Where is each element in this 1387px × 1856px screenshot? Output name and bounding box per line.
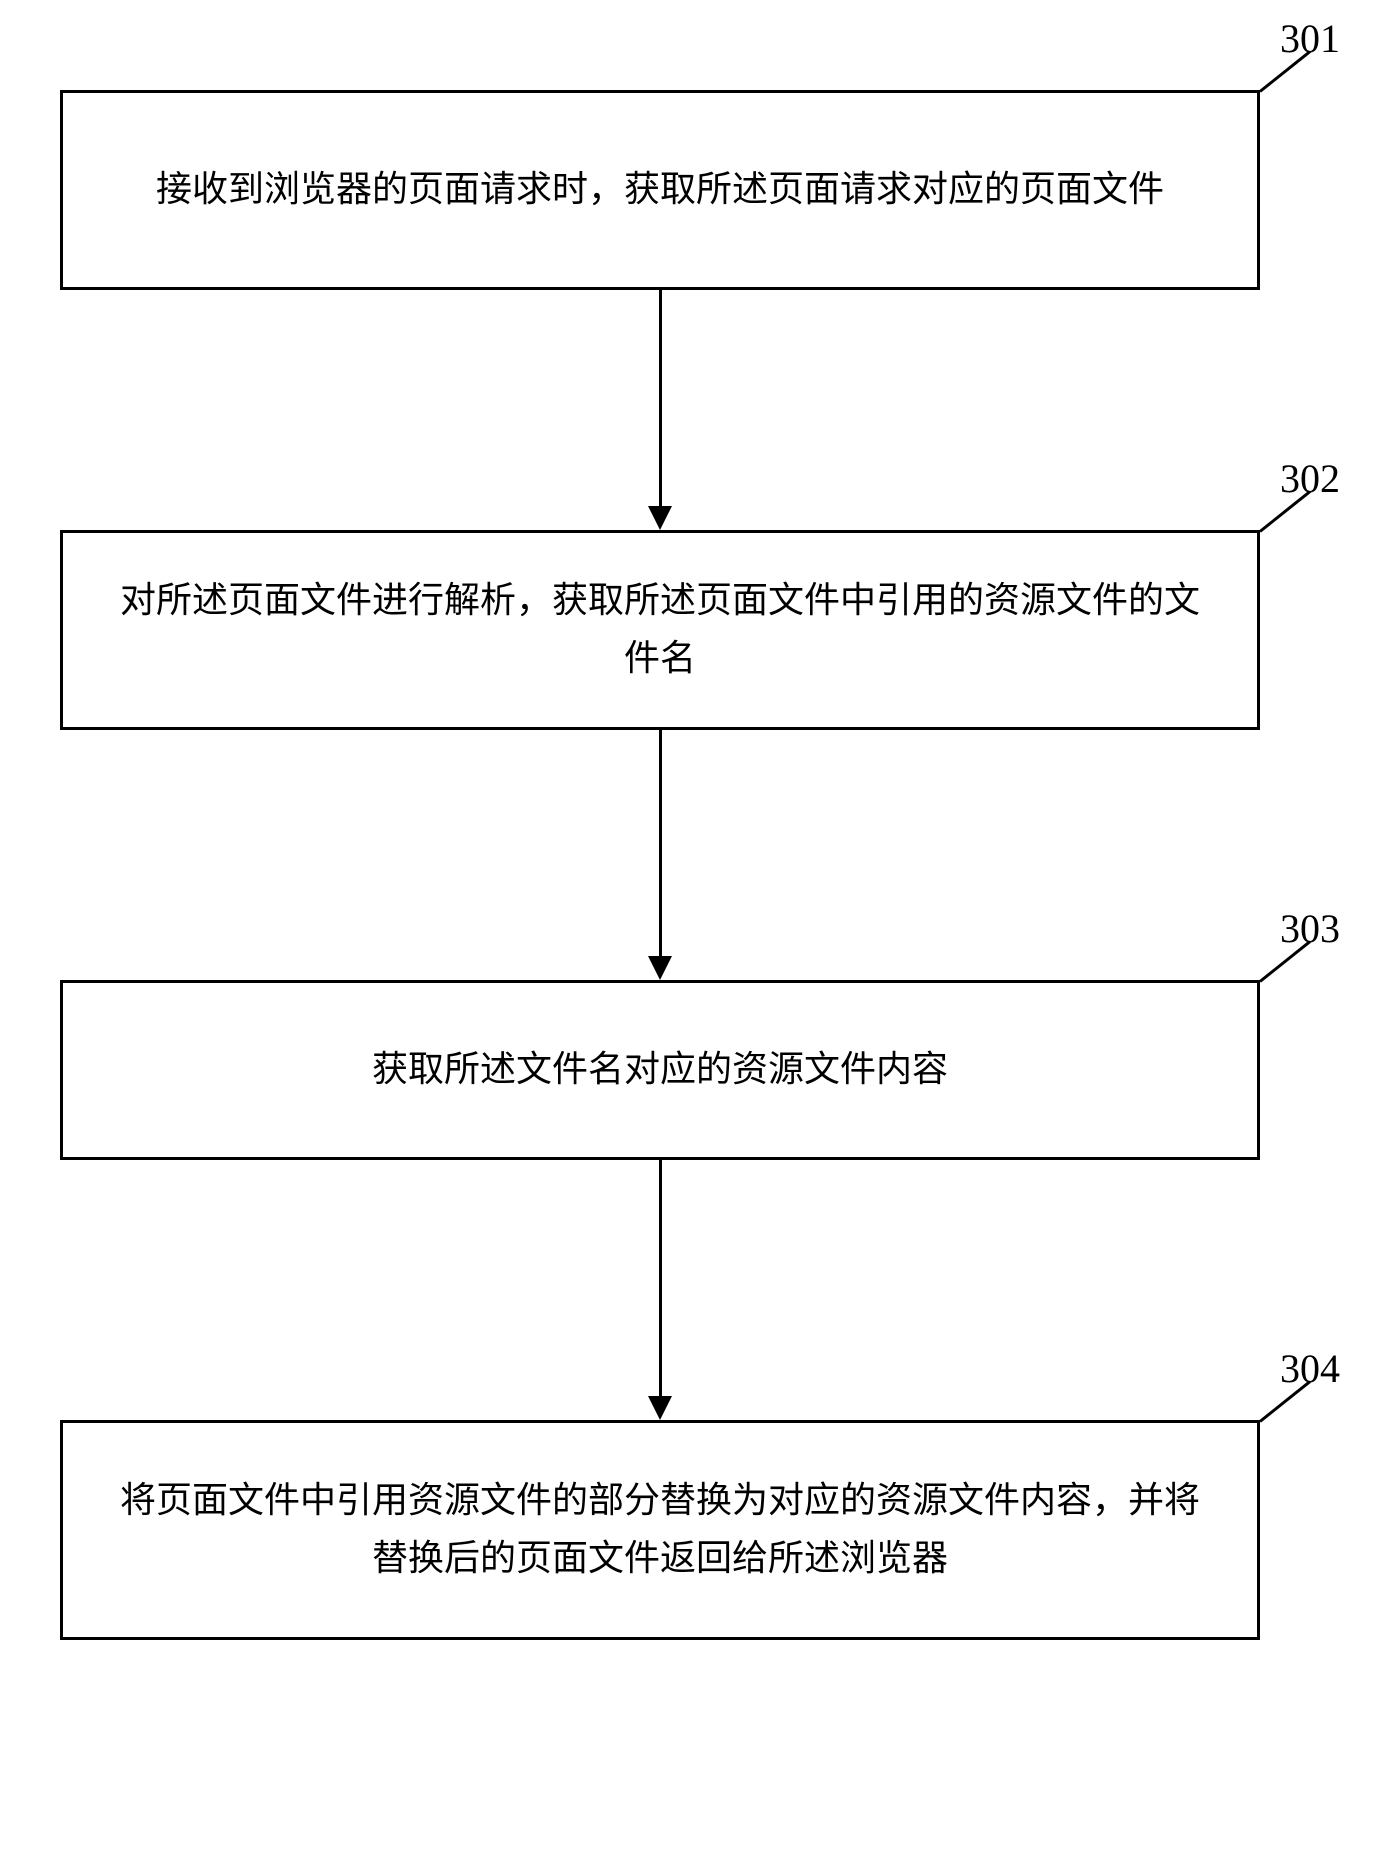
node-2-text: 对所述页面文件进行解析，获取所述页面文件中引用的资源文件的文件名 xyxy=(103,572,1217,687)
arrow-2-3-head xyxy=(648,956,672,980)
node-3-text: 获取所述文件名对应的资源文件内容 xyxy=(372,1041,948,1099)
node-1-text: 接收到浏览器的页面请求时，获取所述页面请求对应的页面文件 xyxy=(156,161,1164,219)
flowchart-container: 接收到浏览器的页面请求时，获取所述页面请求对应的页面文件 301 对所述页面文件… xyxy=(0,0,1387,1856)
flowchart-node-1: 接收到浏览器的页面请求时，获取所述页面请求对应的页面文件 xyxy=(60,90,1260,290)
flowchart-node-3: 获取所述文件名对应的资源文件内容 xyxy=(60,980,1260,1160)
arrow-1-2-line xyxy=(659,290,662,506)
arrow-1-2-head xyxy=(648,506,672,530)
arrow-3-4-head xyxy=(648,1396,672,1420)
flowchart-node-4: 将页面文件中引用资源文件的部分替换为对应的资源文件内容，并将替换后的页面文件返回… xyxy=(60,1420,1260,1640)
node-4-text: 将页面文件中引用资源文件的部分替换为对应的资源文件内容，并将替换后的页面文件返回… xyxy=(103,1472,1217,1587)
arrow-2-3-line xyxy=(659,730,662,956)
node-4-label: 304 xyxy=(1280,1345,1340,1392)
node-1-label: 301 xyxy=(1280,15,1340,62)
node-2-label: 302 xyxy=(1280,455,1340,502)
arrow-3-4-line xyxy=(659,1160,662,1396)
node-3-label: 303 xyxy=(1280,905,1340,952)
flowchart-node-2: 对所述页面文件进行解析，获取所述页面文件中引用的资源文件的文件名 xyxy=(60,530,1260,730)
